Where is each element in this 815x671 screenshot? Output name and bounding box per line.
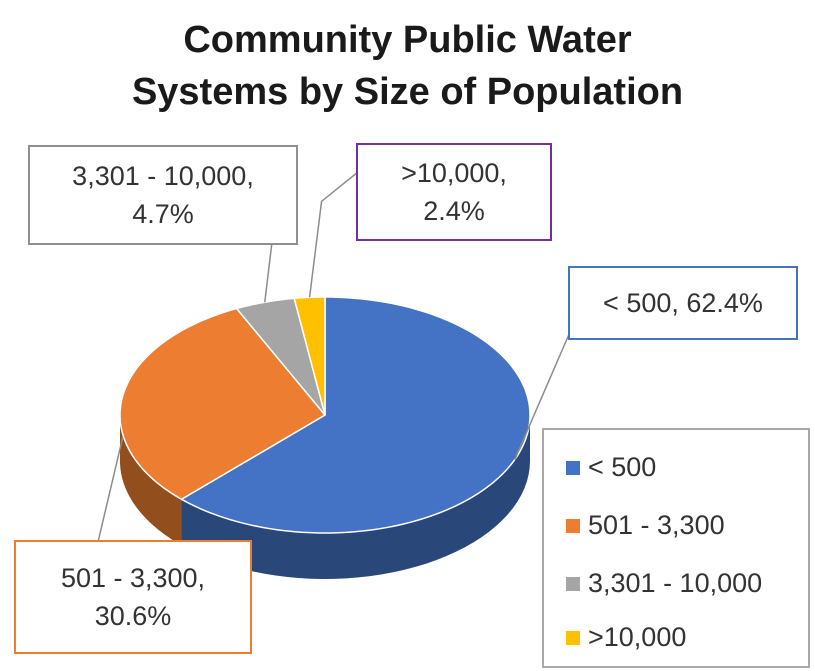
data-label-501-3300-line-1: 501 - 3,300, — [60, 563, 206, 593]
data-label-3301-10000-line-1: 3,301 - 10,000, — [72, 161, 254, 191]
pie-slice-501-3300 — [119, 307, 326, 501]
chart-legend: < 500 501 - 3,300 3,301 - 10,000 >10,000 — [542, 428, 810, 668]
leader-line-3301-10000 — [264, 241, 273, 303]
legend-swatch-501-3300 — [566, 518, 580, 533]
data-label-under-500: < 500, 62.4% — [568, 266, 798, 340]
chart-title: Community Public Water Systems by Size o… — [0, 14, 815, 118]
pie-side-501-3300 — [120, 415, 182, 546]
legend-label-under-500: < 500 — [588, 452, 657, 482]
leader-line-over-10000 — [308, 171, 359, 298]
chart-title-line-2: Systems by Size of Population — [131, 71, 684, 113]
pie-slice-under-500 — [180, 296, 531, 534]
legend-item-501-3300: 501 - 3,300 — [566, 510, 725, 541]
legend-label-over-10000: >10,000 — [588, 622, 687, 652]
chart-title-line-1: Community Public Water — [183, 19, 632, 61]
pie-side-under-500 — [181, 415, 530, 579]
legend-item-3301-10000: 3,301 - 10,000 — [566, 568, 762, 599]
data-label-over-10000-line-2: 2.4% — [423, 196, 485, 226]
legend-item-over-10000: >10,000 — [566, 622, 686, 653]
data-label-501-3300-line-2: 30.6% — [94, 601, 172, 631]
legend-swatch-under-500 — [566, 460, 580, 475]
data-label-over-10000-line-1: >10,000, — [401, 158, 507, 188]
legend-label-3301-10000: 3,301 - 10,000 — [588, 568, 763, 598]
data-label-over-10000: >10,000, 2.4% — [356, 143, 552, 241]
legend-swatch-3301-10000 — [566, 576, 580, 591]
legend-swatch-over-10000 — [566, 630, 580, 645]
pie-slice-3301-10000 — [235, 297, 326, 416]
leader-line-under-500 — [514, 331, 571, 460]
legend-label-501-3300: 501 - 3,300 — [588, 510, 725, 540]
data-label-501-3300: 501 - 3,300, 30.6% — [14, 540, 252, 654]
data-label-3301-10000: 3,301 - 10,000, 4.7% — [28, 145, 298, 245]
legend-item-under-500: < 500 — [566, 452, 656, 483]
data-label-3301-10000-line-2: 4.7% — [132, 199, 194, 229]
leader-line-501-3300 — [97, 436, 124, 543]
data-label-under-500-text: < 500, 62.4% — [603, 288, 763, 318]
